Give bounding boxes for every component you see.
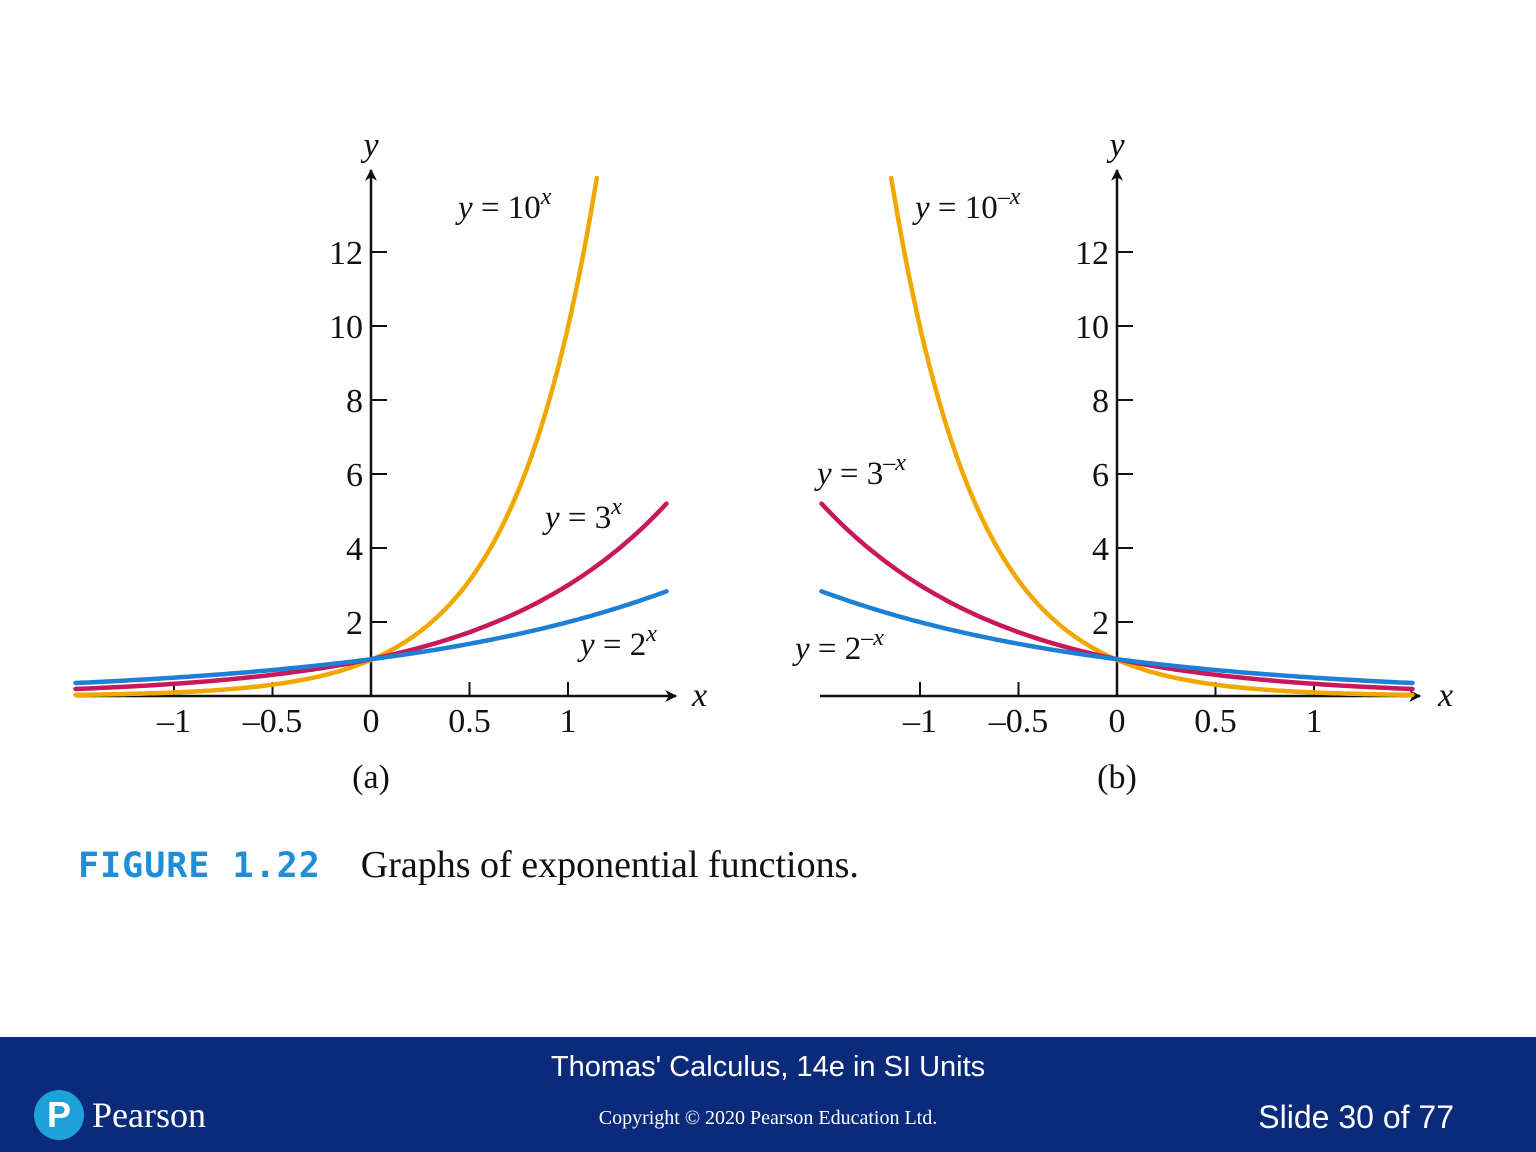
x-tick-label: 0.5: [1194, 703, 1237, 740]
series-line-b-1: [888, 175, 1415, 698]
pearson-logo-text: Pearson: [92, 1095, 206, 1135]
series-line-a-1: [73, 175, 600, 698]
x-tick-label: 0: [1109, 703, 1126, 740]
y-tick-label: 12: [329, 235, 363, 272]
slide-footer: P Pearson Thomas' Calculus, 14e in SI Un…: [0, 1037, 1536, 1152]
y-tick-label: 2: [1092, 605, 1109, 642]
y-tick-label: 4: [346, 531, 363, 568]
figure-number: FIGURE 1.22: [78, 846, 321, 886]
y-tick-label: 2: [346, 605, 363, 642]
y-tick-label: 6: [346, 457, 363, 494]
figure-caption: FIGURE 1.22 Graphs of exponential functio…: [78, 843, 859, 893]
x-tick-label: 0: [363, 703, 380, 740]
pearson-logo-icon: P: [34, 1090, 84, 1140]
series-label-b-1: y = 10–x: [912, 184, 1021, 226]
series-label-b-3: y = 2–x: [792, 625, 884, 667]
x-tick-label: 0.5: [448, 703, 491, 740]
x-tick-label: 1: [1306, 703, 1323, 740]
copyright-notice: Copyright © 2020 Pearson Education Ltd.: [598, 1107, 938, 1129]
series-label-a-3: y = 2x: [577, 621, 657, 663]
panel-label-a: (a): [352, 759, 390, 796]
y-axis-label: y: [1106, 127, 1125, 164]
y-tick-label: 10: [1075, 309, 1109, 346]
slide-number: Slide 30 of 77: [1258, 1099, 1454, 1135]
figure-caption-text: Graphs of exponential functions.: [360, 844, 859, 886]
series-label-b-2: y = 3–x: [814, 450, 906, 492]
series-line-a-3: [73, 589, 669, 686]
series-label-a-1: y = 10x: [455, 184, 552, 226]
x-axis-label: x: [1437, 677, 1453, 714]
y-tick-label: 8: [346, 383, 363, 420]
y-tick-label: 12: [1075, 235, 1109, 272]
y-tick-label: 6: [1092, 457, 1109, 494]
series-label-a-2: y = 3x: [542, 494, 622, 536]
x-axis-label: x: [691, 677, 707, 714]
y-tick-label: 10: [329, 309, 363, 346]
y-tick-label: 4: [1092, 531, 1109, 568]
x-tick-label: –1: [156, 703, 191, 740]
y-tick-label: 8: [1092, 383, 1109, 420]
series-line-b-3: [819, 589, 1415, 686]
panel-label-b: (b): [1097, 759, 1137, 796]
x-tick-label: –0.5: [242, 703, 303, 740]
x-tick-label: –1: [902, 703, 937, 740]
x-tick-label: 1: [560, 703, 577, 740]
pearson-logo: P Pearson: [34, 1087, 206, 1143]
book-title: Thomas' Calculus, 14e in SI Units: [550, 1051, 986, 1083]
x-tick-label: –0.5: [988, 703, 1049, 740]
y-axis-label: y: [360, 127, 379, 164]
